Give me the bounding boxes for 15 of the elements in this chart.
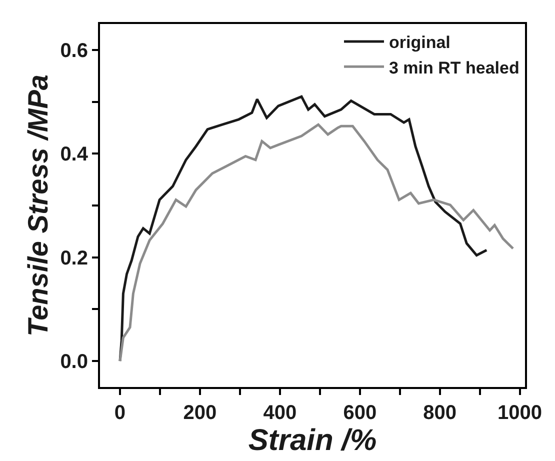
x-tick-label: 400 xyxy=(263,402,297,424)
x-axis-title: Strain /% xyxy=(248,424,377,457)
x-tick-label: 1000 xyxy=(498,402,542,424)
x-tick-label: 0 xyxy=(114,402,126,424)
y-tick-label: 0.2 xyxy=(60,247,88,270)
x-tick-label: 800 xyxy=(423,402,457,424)
x-tick-label: 200 xyxy=(183,402,217,424)
y-axis-title: Tensile Stress /MPa xyxy=(22,74,54,336)
x-tick-label: 600 xyxy=(343,402,377,424)
y-tick-label: 0.0 xyxy=(60,351,88,374)
y-tick-label: 0.6 xyxy=(60,40,88,62)
y-tick-label: 0.4 xyxy=(60,144,89,166)
legend-label: 3 min RT healed xyxy=(389,58,520,78)
line-series xyxy=(118,123,514,362)
legend-label: original xyxy=(389,33,450,52)
